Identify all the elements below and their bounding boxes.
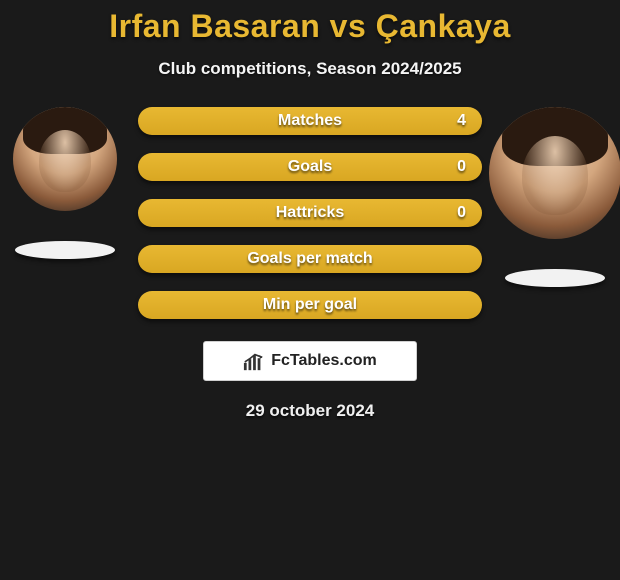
stat-value: 0: [457, 204, 466, 222]
subtitle: Club competitions, Season 2024/2025: [0, 59, 620, 79]
bars-icon: [243, 351, 265, 371]
stat-value: 4: [457, 112, 466, 130]
stat-label: Hattricks: [276, 204, 344, 222]
comparison-row: Matches 4 Goals 0 Hattricks 0 Goals per …: [0, 107, 620, 319]
stat-value: 0: [457, 158, 466, 176]
stat-bar-hattricks: Hattricks 0: [138, 199, 482, 227]
page-title: Irfan Basaran vs Çankaya: [0, 8, 620, 45]
comparison-card: Irfan Basaran vs Çankaya Club competitio…: [0, 0, 620, 421]
source-logo[interactable]: FcTables.com: [203, 341, 417, 381]
player-right: [500, 107, 610, 287]
team-pill-right: [505, 269, 605, 287]
stat-bar-gpm: Goals per match: [138, 245, 482, 273]
stat-label: Matches: [278, 112, 342, 130]
team-pill-left: [15, 241, 115, 259]
stat-label: Min per goal: [263, 296, 357, 314]
date-label: 29 october 2024: [0, 401, 620, 421]
stat-bars: Matches 4 Goals 0 Hattricks 0 Goals per …: [138, 107, 482, 319]
logo-text: FcTables.com: [271, 352, 377, 370]
avatar-left: [13, 107, 117, 211]
avatar-right: [489, 107, 620, 239]
stat-bar-mpg: Min per goal: [138, 291, 482, 319]
stat-label: Goals: [288, 158, 332, 176]
stat-bar-matches: Matches 4: [138, 107, 482, 135]
stat-label: Goals per match: [247, 250, 372, 268]
player-left: [10, 107, 120, 259]
stat-bar-goals: Goals 0: [138, 153, 482, 181]
